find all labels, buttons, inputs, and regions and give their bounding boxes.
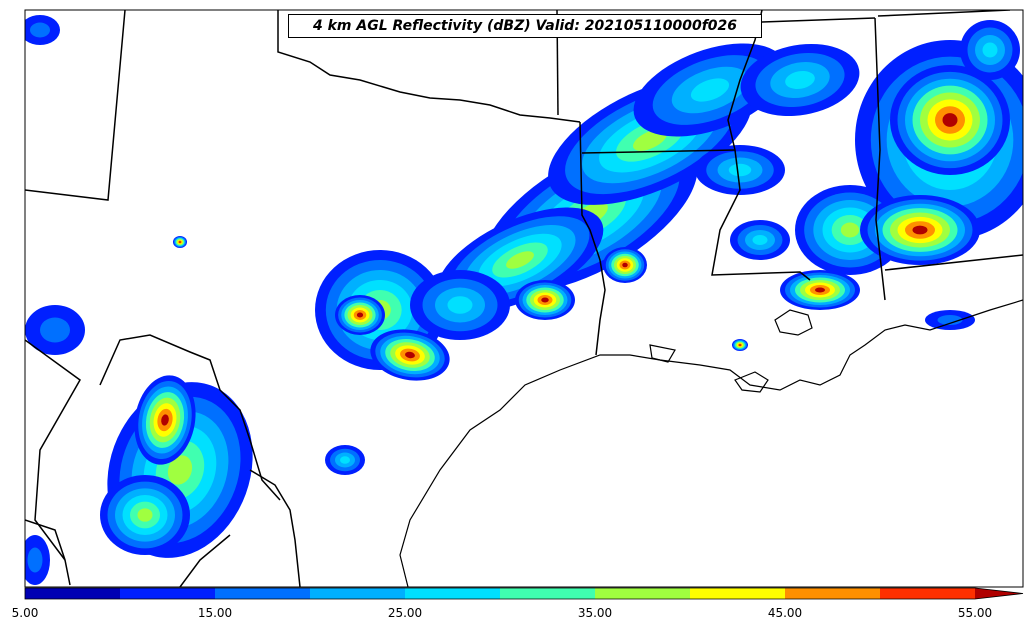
colorbar-tick-label: 45.00	[767, 606, 803, 620]
echo-cell	[25, 305, 85, 355]
colorbar-extend-arrow	[975, 588, 1023, 599]
colorbar-tick-label: 55.00	[957, 606, 993, 620]
echo-cell	[134, 375, 196, 465]
colorbar-tick-label: 35.00	[577, 606, 613, 620]
echo-contour	[137, 508, 153, 522]
colorbar-segment	[785, 588, 881, 599]
echo-cell	[515, 280, 575, 320]
echo-contour	[30, 22, 50, 38]
echo-cell	[603, 247, 647, 283]
echo-contour	[622, 262, 628, 268]
echo-contour	[982, 42, 998, 58]
echo-contour	[405, 351, 415, 359]
state-boundaries	[25, 10, 1023, 587]
echo-contour	[840, 222, 860, 238]
colorbar-segment	[25, 588, 121, 599]
colorbar-segment	[215, 588, 311, 599]
echo-contour	[27, 547, 43, 573]
echo-cell	[740, 43, 860, 117]
echo-contour	[447, 296, 473, 314]
echo-cell	[25, 15, 60, 45]
echo-contour	[340, 456, 350, 464]
echo-cell	[25, 535, 50, 585]
colorbar-tick-label: 15.00	[197, 606, 233, 620]
echo-contour	[167, 455, 193, 485]
colorbar-segment	[310, 588, 406, 599]
echo-contour	[633, 129, 667, 151]
colorbar-segment	[595, 588, 691, 599]
echo-cell	[695, 145, 785, 195]
coastline	[399, 299, 1023, 587]
echo-contour	[785, 70, 815, 90]
colorbar-tick-label: 25.00	[387, 606, 423, 620]
colorbar	[24, 587, 1024, 600]
colorbar-segment	[120, 588, 216, 599]
echo-cell	[780, 270, 860, 310]
echo-cell	[325, 445, 365, 475]
echo-cell	[860, 195, 980, 265]
colorbar-segment	[500, 588, 596, 599]
echo-cell	[370, 329, 450, 381]
echo-contour	[161, 414, 169, 426]
echo-contour	[541, 297, 549, 303]
colorbar-tick-label: 5.00	[11, 606, 39, 620]
colorbar-segment	[880, 588, 976, 599]
echo-cell	[173, 236, 187, 248]
echo-cell	[410, 270, 510, 340]
echo-cell	[730, 220, 790, 260]
echo-contour	[728, 163, 752, 177]
map-border	[24, 9, 1024, 588]
echo-contour	[752, 235, 768, 245]
echo-contour	[815, 287, 825, 293]
colorbar-segment	[690, 588, 786, 599]
colorbar-outline	[24, 587, 1024, 600]
echo-contour	[506, 251, 534, 269]
echo-contour	[40, 317, 70, 343]
echo-contour	[942, 113, 958, 127]
colorbar-segment	[405, 588, 501, 599]
echo-cell	[925, 310, 975, 330]
echo-contour	[937, 315, 963, 325]
reflectivity-field	[25, 15, 1023, 585]
echo-contour	[739, 344, 741, 346]
echo-cell	[335, 295, 385, 335]
echo-cell	[732, 339, 748, 351]
map-title: 4 km AGL Reflectivity (dBZ) Valid: 20210…	[288, 14, 762, 38]
echo-contour	[356, 312, 364, 318]
echo-cell	[100, 475, 190, 555]
echo-cell	[960, 20, 1020, 80]
echo-contour	[690, 78, 730, 102]
echo-contour	[912, 225, 928, 235]
echo-cell	[633, 43, 787, 137]
echo-contour	[179, 241, 181, 243]
echo-cell	[890, 65, 1010, 175]
